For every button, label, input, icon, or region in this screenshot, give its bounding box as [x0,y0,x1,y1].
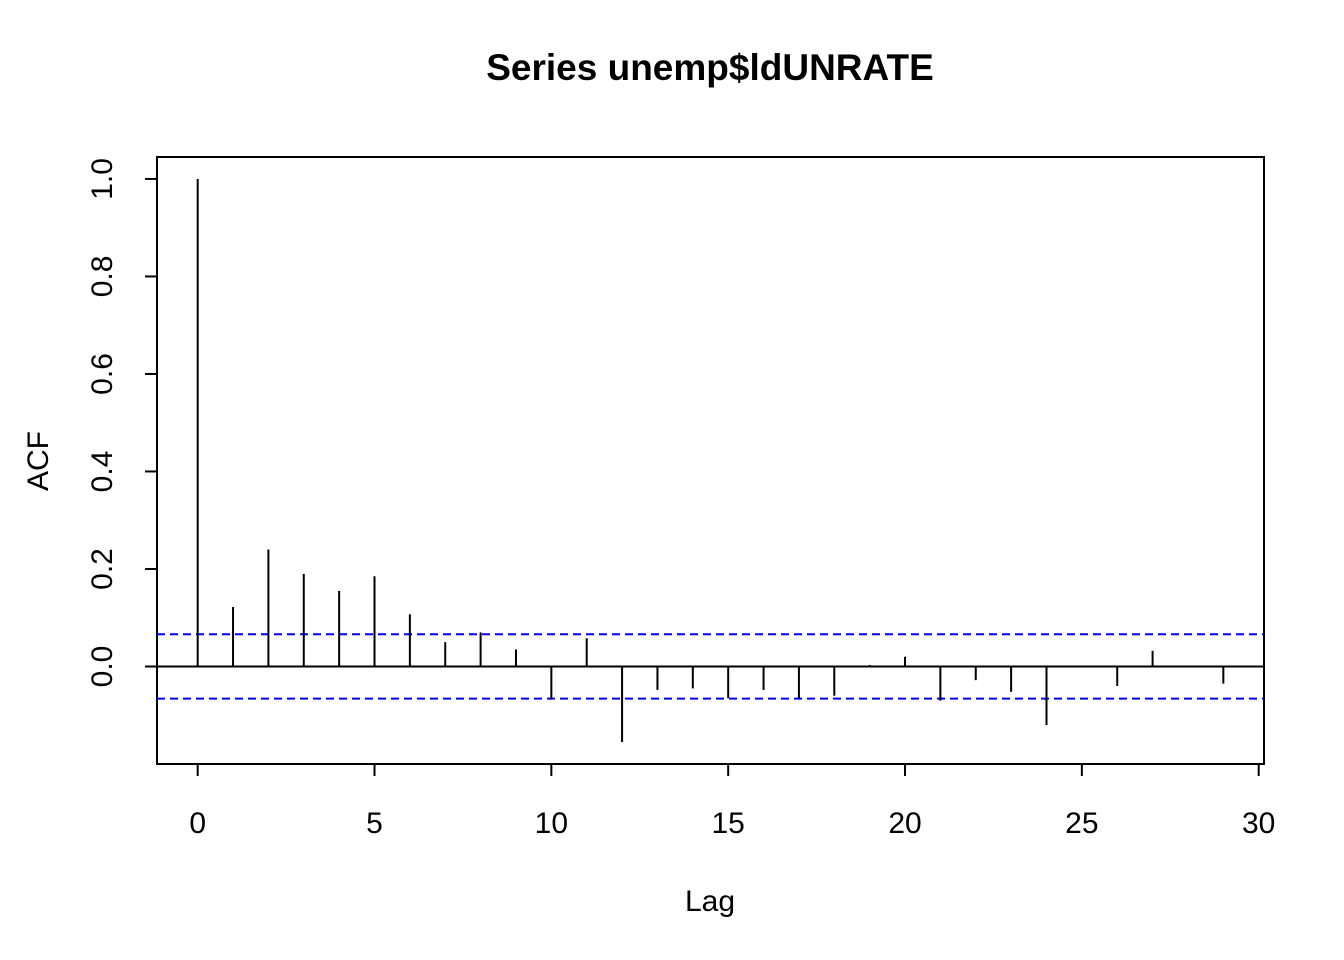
x-axis-label: Lag [685,885,735,918]
y-axis: 0.0 0.2 0.4 0.6 0.8 1.0 [86,158,158,688]
x-tick-label: 30 [1242,807,1275,840]
x-tick-label: 10 [535,807,568,840]
y-tick-label: 0.4 [86,451,119,493]
x-tick-label: 15 [711,807,744,840]
acf-bars [157,178,1264,743]
y-tick-label: 0.8 [86,256,119,298]
x-tick-label: 0 [189,807,206,840]
y-tick-label: 0.0 [86,646,119,688]
y-tick-label: 1.0 [86,158,119,200]
y-axis-label: ACF [22,431,55,491]
x-tick-label: 20 [888,807,921,840]
confidence-bounds [157,633,1264,700]
chart-title: Series unemp$ldUNRATE [486,47,934,88]
y-tick-label: 0.6 [86,353,119,395]
x-axis: 0 5 10 15 20 25 30 [189,763,1275,840]
plot-frame [156,156,1265,765]
y-tick-label: 0.2 [86,548,119,590]
x-tick-label: 5 [366,807,383,840]
x-tick-label: 25 [1065,807,1098,840]
